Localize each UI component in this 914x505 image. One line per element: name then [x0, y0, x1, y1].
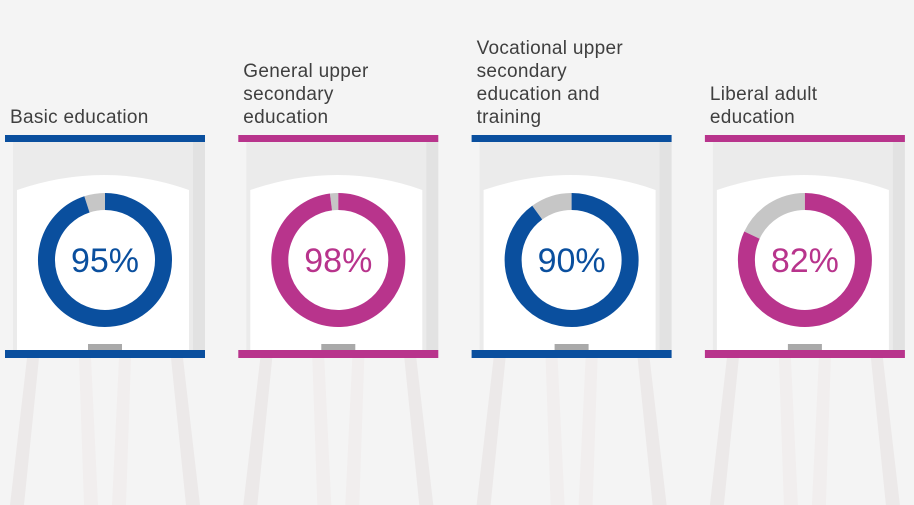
easel-leg: [404, 358, 434, 505]
donut-rest: [532, 193, 573, 220]
value-label: 98%: [304, 242, 372, 280]
bottom-bar: [238, 350, 439, 358]
donut-arc: [38, 193, 172, 327]
easel-leg: [112, 358, 131, 505]
easel-leg: [811, 358, 831, 505]
easel-leg: [870, 358, 900, 505]
easel-leg: [545, 358, 565, 505]
chalk-tray: [88, 344, 122, 350]
board-shadow: [890, 142, 905, 350]
easel-leg: [171, 358, 200, 505]
easel-leg: [243, 358, 273, 505]
bottom-bar: [471, 350, 672, 358]
value-label: 82%: [771, 242, 839, 280]
easel-leg: [10, 358, 39, 505]
easel-leg: [476, 358, 506, 505]
chalk-tray: [321, 344, 356, 350]
bottom-bar: [5, 350, 205, 358]
top-bar: [5, 135, 205, 142]
chart-title: Liberal adult education: [709, 84, 818, 128]
donut-arc: [737, 193, 872, 327]
top-bar: [238, 135, 439, 142]
value-label: 95%: [71, 242, 139, 280]
value-label: 90%: [538, 242, 606, 280]
chalk-tray: [554, 344, 589, 350]
easel-leg: [709, 358, 739, 505]
donut-arc: [504, 193, 639, 327]
donut-arc: [271, 193, 406, 327]
board-shadow: [191, 142, 205, 350]
board-shadow: [424, 142, 439, 350]
chart-title: General upper secondary education: [243, 61, 369, 128]
bottom-bar: [704, 350, 905, 358]
chart-title: Vocational upper secondary education and…: [476, 38, 623, 128]
top-bar: [471, 135, 672, 142]
easel-leg: [637, 358, 667, 505]
easel-leg: [79, 358, 98, 505]
chalk-tray: [787, 344, 822, 350]
easel-leg: [312, 358, 332, 505]
donut-rest: [84, 193, 106, 213]
board-shadow: [657, 142, 672, 350]
easel-leg: [345, 358, 365, 505]
donut-rest: [744, 193, 806, 240]
top-bar: [704, 135, 905, 142]
easel-leg: [578, 358, 598, 505]
chart-title: Basic education: [10, 107, 149, 128]
easel-leg: [778, 358, 798, 505]
